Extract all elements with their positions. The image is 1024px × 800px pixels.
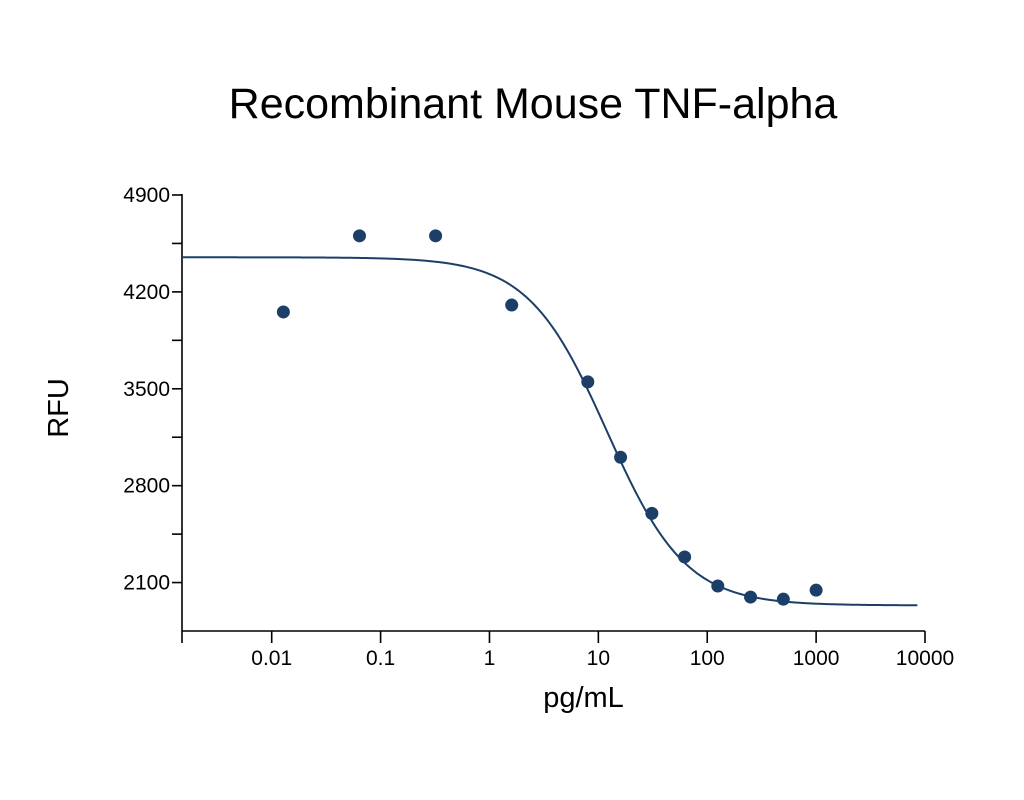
y-axis-label: RFU: [43, 378, 75, 438]
chart-title: Recombinant Mouse TNF-alpha: [228, 80, 838, 128]
fit-curve-layer: [182, 256, 918, 607]
fit-curve-line: [182, 256, 918, 607]
x-axis-label: pg/mL: [543, 682, 624, 714]
data-point: [352, 229, 366, 243]
data-point: [276, 305, 290, 319]
data-point: [678, 550, 692, 564]
y-tick-label: 2800: [123, 475, 170, 498]
data-point: [505, 298, 519, 312]
data-point: [429, 229, 443, 243]
y-tick-label: 4900: [123, 184, 170, 207]
data-point: [581, 375, 595, 389]
y-tick-label: 2100: [123, 572, 170, 595]
data-point: [809, 583, 823, 597]
x-tick-label: 0.01: [251, 647, 292, 670]
data-point: [744, 590, 758, 604]
axis-labels-layer: pg/mL RFU: [43, 378, 624, 714]
data-point: [776, 592, 790, 606]
y-tick-label: 4200: [123, 281, 170, 304]
axes: 2100 2800 3500 4200 4900 0.01 0.1 1 10 100 1000 100…: [123, 184, 954, 670]
data-points-layer: [276, 229, 823, 606]
data-point: [614, 450, 628, 464]
x-tick-label: 100: [690, 647, 725, 670]
x-tick-label: 10: [587, 647, 610, 670]
data-point: [711, 579, 725, 593]
x-tick-label: 0.1: [366, 647, 395, 670]
x-tick-label: 1: [484, 647, 496, 670]
x-tick-label: 10000: [896, 647, 954, 670]
y-tick-label: 3500: [123, 378, 170, 401]
x-tick-label: 1000: [793, 647, 840, 670]
data-point: [645, 506, 659, 520]
